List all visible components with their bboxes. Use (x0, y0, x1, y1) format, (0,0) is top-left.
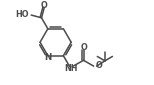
Text: O: O (81, 43, 87, 52)
Text: HO: HO (15, 10, 29, 19)
Text: N: N (44, 53, 51, 62)
Text: NH: NH (64, 64, 77, 73)
Text: O: O (41, 1, 48, 10)
Text: O: O (95, 61, 102, 70)
